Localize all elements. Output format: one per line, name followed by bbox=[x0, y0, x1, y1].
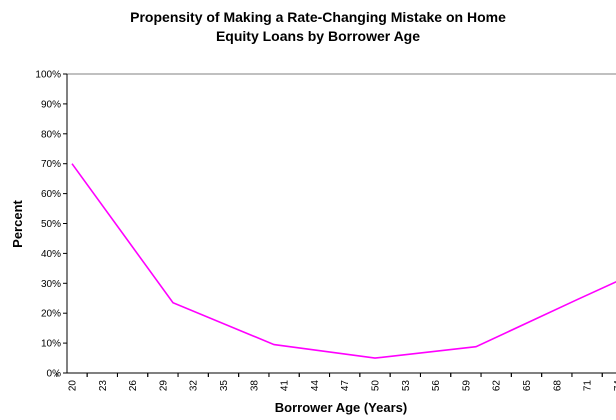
y-tick-label: 10% bbox=[41, 339, 61, 350]
y-tick-label: 50% bbox=[41, 219, 61, 230]
x-tick-label: 23 bbox=[98, 380, 109, 392]
y-tick-label: 90% bbox=[41, 99, 61, 110]
y-tick-label: 0% bbox=[47, 369, 62, 380]
y-tick-label: 30% bbox=[41, 279, 61, 290]
x-axis-ticks: 2023262932353841444750535659626568717477… bbox=[56, 373, 616, 392]
x-tick-label: 35 bbox=[219, 380, 230, 392]
y-axis-label: Percent bbox=[10, 199, 25, 247]
x-tick-label: 29 bbox=[158, 380, 169, 392]
y-tick-label: 80% bbox=[41, 129, 61, 140]
y-tick-label: 100% bbox=[35, 70, 61, 81]
x-tick-label: 68 bbox=[552, 380, 563, 392]
x-tick-label: 47 bbox=[340, 380, 351, 392]
x-tick-label: 50 bbox=[371, 380, 382, 392]
y-tick-label: 60% bbox=[41, 189, 61, 200]
x-tick-label: 26 bbox=[128, 380, 139, 392]
series-group bbox=[71, 163, 616, 359]
chart-title-line-1: Propensity of Making a Rate-Changing Mis… bbox=[130, 9, 506, 25]
y-tick-label: 40% bbox=[41, 249, 61, 260]
y-axis-ticks: 0% 10% 20% 30% 40% 50% 60% 70% 80% 90% 100% bbox=[35, 70, 67, 380]
x-tick-label: 74 bbox=[613, 380, 616, 392]
x-tick-label: 44 bbox=[310, 380, 321, 392]
plot-area bbox=[66, 73, 616, 374]
chart-title-line-2: Equity Loans by Borrower Age bbox=[216, 28, 420, 44]
x-tick-label: 62 bbox=[492, 380, 503, 392]
x-tick-label: 65 bbox=[522, 380, 533, 392]
x-tick-label: 59 bbox=[461, 380, 472, 392]
y-tick-label: 70% bbox=[41, 159, 61, 170]
x-tick-label: 32 bbox=[189, 380, 200, 392]
x-tick-label: 20 bbox=[68, 380, 79, 392]
x-tick-label: 41 bbox=[280, 380, 291, 392]
x-tick-label: 53 bbox=[401, 380, 412, 392]
y-tick-label: 20% bbox=[41, 309, 61, 320]
x-tick-label: 38 bbox=[249, 380, 260, 392]
x-tick-label: 56 bbox=[431, 380, 442, 392]
series-line bbox=[71, 163, 616, 359]
chart-title: Propensity of Making a Rate-Changing Mis… bbox=[130, 9, 506, 44]
x-tick-label: 71 bbox=[583, 380, 594, 392]
x-axis-label: Borrower Age (Years) bbox=[275, 400, 407, 415]
